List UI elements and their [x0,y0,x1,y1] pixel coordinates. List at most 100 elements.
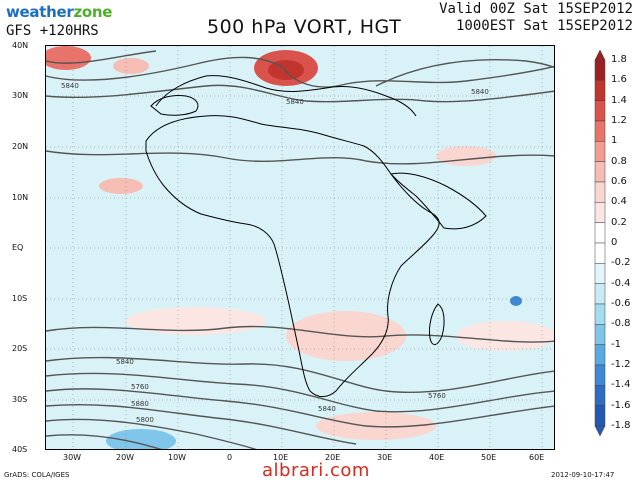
colorbar-segment [594,263,606,284]
colorbar-segment [594,364,606,386]
colorbar-tick-label: -0.8 [611,318,631,330]
colorbar-tick-label: -0.2 [611,257,631,269]
contour-label-7: 5800 [136,416,154,424]
colorbar-tick-label: 1.2 [611,115,627,126]
lon-label-30e: 30E [377,453,393,462]
coast-arabia [390,172,487,230]
shade-negative-east [510,296,522,306]
contour-north-1 [46,56,554,88]
colorbar-tick-label: -0.4 [611,277,631,289]
colorbar-segment [594,283,606,305]
colorbar-tick-label: 0.4 [611,196,627,208]
colorbar-tick-label: -0.6 [611,298,631,309]
map-title: 500 hPa VORT, HGT [207,16,402,38]
colorbar-tick-label: 0.6 [611,176,627,187]
lat-label-20n: 20N [12,142,29,151]
coast-madagascar [429,303,445,345]
colorbar-tick-label: 1.8 [611,54,627,65]
colorbar-segment [594,120,606,142]
lon-label-30w: 30W [63,453,82,462]
colorbar-tick-label: -1.6 [611,399,631,411]
lat-lon-grid [46,46,554,449]
watermark-albrari: albrari.com [262,460,370,481]
contour-north-3 [46,50,157,64]
lon-label-10e: 10E [273,453,289,462]
colorbar-segment [594,303,606,325]
colorbar-tick-label: 0 [611,237,618,248]
lat-label-40n: 40N [12,41,29,50]
colorbar-tick-label: 1 [611,135,618,147]
colorbar-arrow-top [594,49,606,61]
colorbar-segment [594,324,606,345]
contour-label-6: 5880 [131,400,149,408]
lon-label-10w: 10W [168,453,187,462]
logo-text-zone: zone [73,3,113,21]
contour-label-8: 5840 [318,405,336,413]
shade-negative-sw [106,429,176,449]
lat-label-20s: 20S [12,344,28,353]
shade-positive-se [456,321,554,351]
contour-label-5: 5760 [131,383,149,391]
lat-label-10s: 10S [12,294,28,303]
lat-label-30s: 30S [12,395,28,404]
contour-mid-north [46,150,554,165]
model-run-label: GFS +120HRS [6,23,99,39]
grads-credit: GrADS: COLA/IGES [4,471,70,479]
contour-label-2: 5840 [286,98,304,106]
colorbar-segment [594,181,606,203]
colorbar-segment [594,242,606,264]
colorbar-segment [594,202,606,223]
weatherzone-logo: weatherzone [6,3,112,21]
lon-label-0: 0 [227,453,233,462]
colorbar-segment [594,385,606,406]
colorbar-segment [594,141,606,162]
render-timestamp: 2012-09-10-17:47 [551,471,615,479]
map-svg: 5840 5840 5840 5840 5760 5880 5800 5840 … [46,46,554,449]
contour-south-2 [46,372,554,413]
coast-iberia [150,95,199,116]
contour-south-3 [46,388,554,428]
lon-label-50e: 50E [481,453,497,462]
logo-text-weather: weather [6,3,74,21]
valid-time-utc: Valid 00Z Sat 15SEP2012 [439,1,633,17]
colorbar-tick-label: 1.6 [611,74,627,86]
lat-label-10n: 10N [12,193,29,202]
colorbar-segment [594,344,606,366]
colorbar-segment [594,161,606,183]
coast-europe [155,75,417,117]
contour-south-6 [46,434,162,449]
lon-label-40e: 40E [429,453,445,462]
contour-label-1: 5840 [61,82,79,90]
contour-north-2 [46,84,554,103]
lon-label-60e: 60E [529,453,545,462]
height-contours [46,50,554,449]
colorbar-segment [594,100,606,122]
contour-mid-south [46,325,554,343]
contour-labels: 5840 5840 5840 5840 5760 5880 5800 5840 … [61,82,489,424]
contour-south-5 [46,418,258,449]
shade-positive-core [268,60,304,80]
lon-label-20e: 20E [325,453,341,462]
colorbar-segment [594,222,606,244]
coastlines [145,75,487,398]
lat-label-30n: 30N [12,91,29,100]
colorbar-arrow-bottom [594,425,606,437]
lat-label-eq: EQ [12,243,24,252]
valid-time-local: 1000EST Sat 15SEP2012 [455,18,633,34]
coast-africa [145,115,440,398]
shade-positive-nw [46,46,91,70]
contour-label-9: 5760 [428,392,446,400]
shade-positive-east [436,146,496,166]
colorbar [594,49,606,437]
colorbar-tick-label: -1.4 [611,379,631,391]
colorbar-tick-label: -1.8 [611,420,631,431]
colorbar-segments [594,49,606,437]
colorbar-tick-label: -1.2 [611,359,631,370]
colorbar-tick-label: -1 [611,338,621,350]
contour-north-4 [375,59,554,87]
shade-positive-nw2 [113,58,149,74]
lon-label-20w: 20W [116,453,135,462]
colorbar-tick-label: 0.8 [611,155,627,167]
contour-south-1 [46,356,554,394]
colorbar-tick-label: 1.4 [611,94,627,106]
